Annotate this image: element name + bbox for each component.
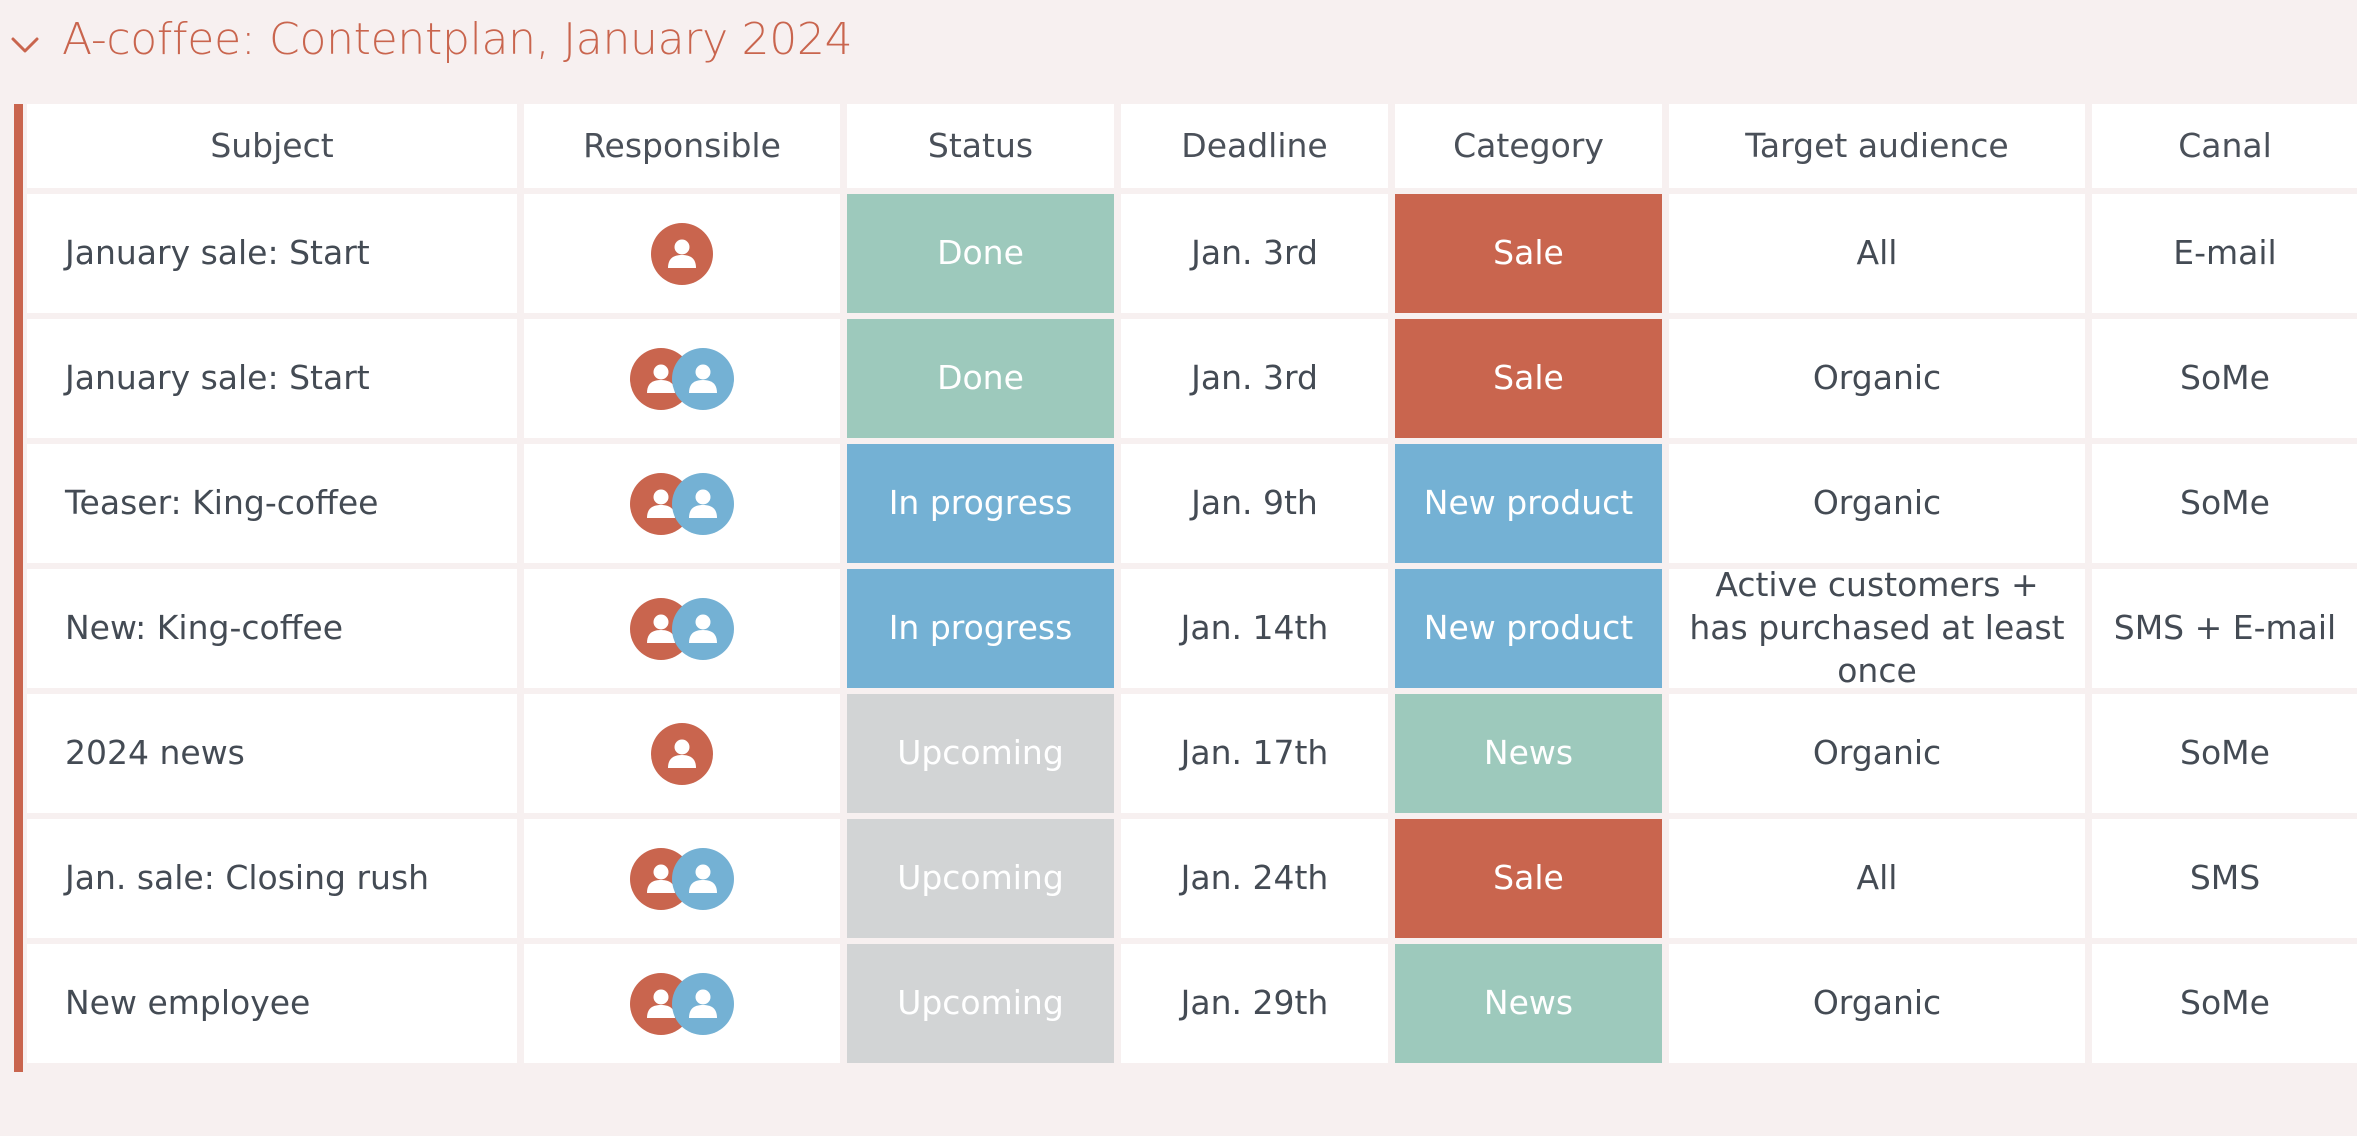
- avatar-group: [651, 222, 713, 286]
- avatar-group: [630, 347, 734, 411]
- avatar[interactable]: [672, 972, 734, 1035]
- status-badge[interactable]: Done: [847, 319, 1114, 438]
- user-avatar-icon: [647, 364, 675, 393]
- status-badge[interactable]: In progress: [847, 569, 1114, 688]
- group-header: A-coffee: Contentplan, January 2024: [0, 0, 2357, 86]
- deadline-cell[interactable]: Jan. 17th: [1121, 694, 1388, 813]
- canal-cell[interactable]: SMS: [2092, 819, 2357, 938]
- responsible-cell[interactable]: [524, 319, 840, 438]
- target-audience-cell[interactable]: All: [1669, 819, 2085, 938]
- subject-cell[interactable]: January sale: Start: [27, 194, 517, 313]
- canal-cell[interactable]: SoMe: [2092, 444, 2357, 563]
- deadline-cell[interactable]: Jan. 24th: [1121, 819, 1388, 938]
- avatar[interactable]: [672, 472, 734, 535]
- target-audience-cell[interactable]: Organic: [1669, 319, 2085, 438]
- user-avatar-icon: [689, 864, 717, 893]
- target-audience-cell[interactable]: Organic: [1669, 444, 2085, 563]
- canal-cell[interactable]: SoMe: [2092, 944, 2357, 1063]
- target-audience-cell[interactable]: Organic: [1669, 694, 2085, 813]
- user-avatar-icon: [689, 614, 717, 643]
- group-title[interactable]: A-coffee: Contentplan, January 2024: [62, 14, 853, 65]
- category-badge[interactable]: News: [1395, 694, 1662, 813]
- subject-cell[interactable]: Teaser: King-coffee: [27, 444, 517, 563]
- status-badge[interactable]: Upcoming: [847, 944, 1114, 1063]
- column-header-status[interactable]: Status: [847, 104, 1114, 188]
- subject-cell[interactable]: Jan. sale: Closing rush: [27, 819, 517, 938]
- avatar-group: [630, 472, 734, 536]
- column-header-target-audience[interactable]: Target audience: [1669, 104, 2085, 188]
- deadline-cell[interactable]: Jan. 3rd: [1121, 319, 1388, 438]
- column-header-deadline[interactable]: Deadline: [1121, 104, 1388, 188]
- avatar[interactable]: [651, 222, 713, 285]
- deadline-cell[interactable]: Jan. 14th: [1121, 569, 1388, 688]
- status-badge[interactable]: Upcoming: [847, 819, 1114, 938]
- canal-cell[interactable]: E-mail: [2092, 194, 2357, 313]
- chevron-down-icon[interactable]: [10, 34, 40, 56]
- responsible-cell[interactable]: [524, 569, 840, 688]
- responsible-cell[interactable]: [524, 694, 840, 813]
- user-avatar-icon: [689, 364, 717, 393]
- user-avatar-icon: [647, 614, 675, 643]
- column-header-canal[interactable]: Canal: [2092, 104, 2357, 188]
- board-table: Subject Responsible Status Deadline Cate…: [14, 104, 2357, 1072]
- category-badge[interactable]: News: [1395, 944, 1662, 1063]
- user-avatar-icon: [668, 239, 696, 268]
- group-accent-bar: [14, 104, 23, 1072]
- avatar[interactable]: [651, 722, 713, 785]
- category-badge[interactable]: New product: [1395, 444, 1662, 563]
- table-grid: Subject Responsible Status Deadline Cate…: [27, 104, 2357, 1063]
- subject-cell[interactable]: New employee: [27, 944, 517, 1063]
- target-audience-cell[interactable]: Organic: [1669, 944, 2085, 1063]
- avatar[interactable]: [672, 597, 734, 660]
- responsible-cell[interactable]: [524, 944, 840, 1063]
- canal-cell[interactable]: SoMe: [2092, 694, 2357, 813]
- column-header-subject[interactable]: Subject: [27, 104, 517, 188]
- user-avatar-icon: [668, 739, 696, 768]
- canal-cell[interactable]: SMS + E-mail: [2092, 569, 2357, 688]
- status-badge[interactable]: Done: [847, 194, 1114, 313]
- subject-cell[interactable]: January sale: Start: [27, 319, 517, 438]
- responsible-cell[interactable]: [524, 194, 840, 313]
- deadline-cell[interactable]: Jan. 3rd: [1121, 194, 1388, 313]
- responsible-cell[interactable]: [524, 819, 840, 938]
- user-avatar-icon: [647, 864, 675, 893]
- category-badge[interactable]: Sale: [1395, 819, 1662, 938]
- status-badge[interactable]: In progress: [847, 444, 1114, 563]
- deadline-cell[interactable]: Jan. 29th: [1121, 944, 1388, 1063]
- category-badge[interactable]: Sale: [1395, 319, 1662, 438]
- subject-cell[interactable]: 2024 news: [27, 694, 517, 813]
- target-audience-cell[interactable]: Active customers + has purchased at leas…: [1669, 569, 2085, 688]
- user-avatar-icon: [647, 989, 675, 1018]
- column-header-responsible[interactable]: Responsible: [524, 104, 840, 188]
- avatar-group: [630, 597, 734, 661]
- responsible-cell[interactable]: [524, 444, 840, 563]
- avatar[interactable]: [672, 347, 734, 410]
- user-avatar-icon: [647, 489, 675, 518]
- column-header-category[interactable]: Category: [1395, 104, 1662, 188]
- status-badge[interactable]: Upcoming: [847, 694, 1114, 813]
- avatar-group: [630, 972, 734, 1036]
- target-audience-cell[interactable]: All: [1669, 194, 2085, 313]
- deadline-cell[interactable]: Jan. 9th: [1121, 444, 1388, 563]
- user-avatar-icon: [689, 989, 717, 1018]
- avatar-group: [651, 722, 713, 786]
- category-badge[interactable]: New product: [1395, 569, 1662, 688]
- avatar-group: [630, 847, 734, 911]
- category-badge[interactable]: Sale: [1395, 194, 1662, 313]
- avatar[interactable]: [672, 847, 734, 910]
- canal-cell[interactable]: SoMe: [2092, 319, 2357, 438]
- user-avatar-icon: [689, 489, 717, 518]
- subject-cell[interactable]: New: King-coffee: [27, 569, 517, 688]
